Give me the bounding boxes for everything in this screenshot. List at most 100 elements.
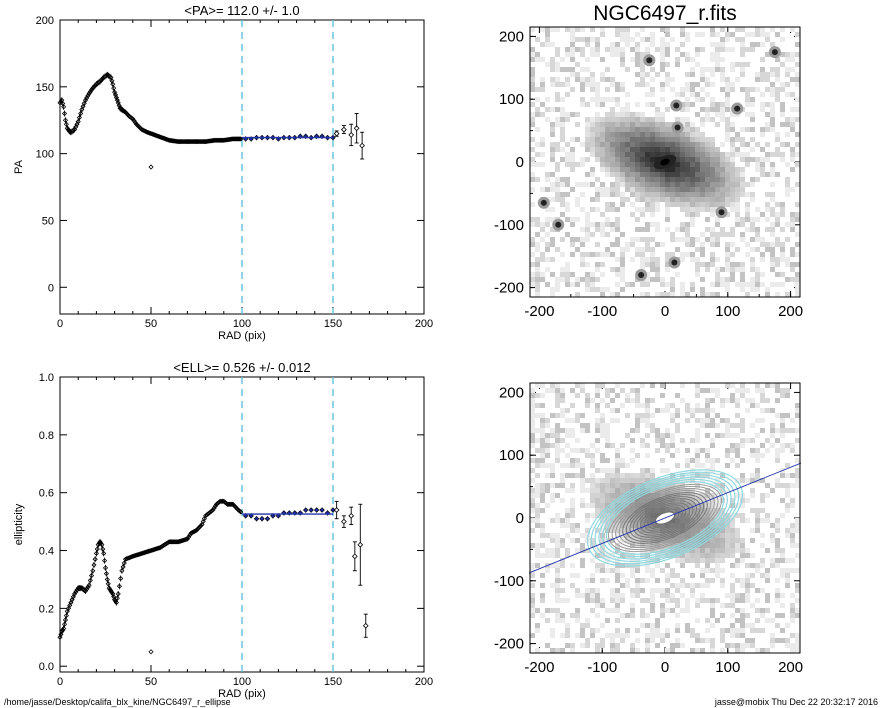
image-pixel — [610, 162, 615, 167]
image-pixel — [695, 418, 700, 423]
image-pixel — [670, 147, 675, 152]
data-point — [100, 546, 106, 552]
image-pixel — [680, 513, 685, 518]
image-pixel — [700, 137, 705, 142]
image-pixel — [640, 72, 645, 77]
image-pixel — [580, 157, 585, 162]
image-pixel — [545, 217, 550, 222]
x-tick-label: 150 — [324, 676, 342, 688]
image-pixel — [750, 478, 755, 483]
image-pixel — [560, 252, 565, 257]
image-pixel — [680, 553, 685, 558]
image-pixel — [665, 633, 670, 638]
image-pixel — [590, 97, 595, 102]
image-pixel — [725, 453, 730, 458]
image-pixel — [535, 648, 540, 653]
image-pixel — [585, 222, 590, 227]
image-pixel — [620, 463, 625, 468]
image-pixel — [695, 473, 700, 478]
image-pixel — [635, 62, 640, 67]
image-pixel — [735, 598, 740, 603]
tail-point — [348, 512, 355, 519]
image-pixel — [570, 473, 575, 478]
image-pixel — [680, 538, 685, 543]
image-pixel — [690, 222, 695, 227]
image-pixel — [575, 528, 580, 533]
image-pixel — [620, 87, 625, 92]
image-pixel — [540, 593, 545, 598]
image-pixel — [670, 548, 675, 553]
image-pixel — [640, 578, 645, 583]
image-pixel — [665, 598, 670, 603]
image-pixel — [725, 77, 730, 82]
image-pixel — [690, 282, 695, 287]
image-pixel — [580, 277, 585, 282]
image-pixel — [615, 242, 620, 247]
image-pixel — [750, 528, 755, 533]
image-pixel — [680, 518, 685, 523]
image-pixel — [710, 543, 715, 548]
image-pixel — [645, 282, 650, 287]
image-pixel — [600, 458, 605, 463]
image-pixel — [765, 518, 770, 523]
image-pixel — [565, 523, 570, 528]
data-point — [147, 130, 153, 136]
image-pixel — [605, 513, 610, 518]
image-pixel — [630, 573, 635, 578]
image-pixel — [610, 508, 615, 513]
image-pixel — [705, 423, 710, 428]
image-pixel — [770, 222, 775, 227]
image-pixel — [630, 438, 635, 443]
image-pixel — [535, 177, 540, 182]
image-pixel — [715, 543, 720, 548]
image-pixel — [545, 222, 550, 227]
image-pixel — [695, 403, 700, 408]
image-pixel — [790, 247, 795, 252]
image-pixel — [725, 212, 730, 217]
image-pixel — [720, 548, 725, 553]
image-pixel — [620, 583, 625, 588]
image-pixel — [705, 67, 710, 72]
image-pixel — [575, 112, 580, 117]
image-pixel — [575, 77, 580, 82]
image-pixel — [705, 458, 710, 463]
image-pixel — [770, 42, 775, 47]
y-tick-label: 0.2 — [39, 603, 54, 615]
image-pixel — [555, 573, 560, 578]
image-pixel — [635, 528, 640, 533]
image-pixel — [615, 182, 620, 187]
image-pixel — [585, 423, 590, 428]
image-pixel — [725, 47, 730, 52]
image-pixel — [650, 152, 655, 157]
data-point — [76, 114, 82, 121]
image-pixel — [710, 162, 715, 167]
image-pixel — [590, 493, 595, 498]
image-pixel — [750, 583, 755, 588]
image-pixel — [765, 207, 770, 212]
image-pixel — [580, 77, 585, 82]
image-pixel — [770, 538, 775, 543]
image-pixel — [715, 67, 720, 72]
image-pixel — [645, 398, 650, 403]
image-pixel — [645, 443, 650, 448]
image-pixel — [630, 47, 635, 52]
image-pixel — [710, 197, 715, 202]
image-pixel — [670, 37, 675, 42]
image-pixel — [595, 388, 600, 393]
image-pixel — [750, 623, 755, 628]
image-pixel — [545, 42, 550, 47]
image-pixel — [745, 207, 750, 212]
image-pixel — [780, 202, 785, 207]
image-pixel — [650, 87, 655, 92]
image-pixel — [725, 543, 730, 548]
image-pixel — [760, 282, 765, 287]
image-pixel — [715, 42, 720, 47]
image-pixel — [555, 147, 560, 152]
plot-title: <ELL>= 0.526 +/- 0.012 — [173, 360, 310, 375]
image-pixel — [695, 212, 700, 217]
image-pixel — [780, 252, 785, 257]
image-pixel — [555, 428, 560, 433]
image-pixel — [635, 237, 640, 242]
image-pixel — [610, 478, 615, 483]
image-pixel — [540, 257, 545, 262]
